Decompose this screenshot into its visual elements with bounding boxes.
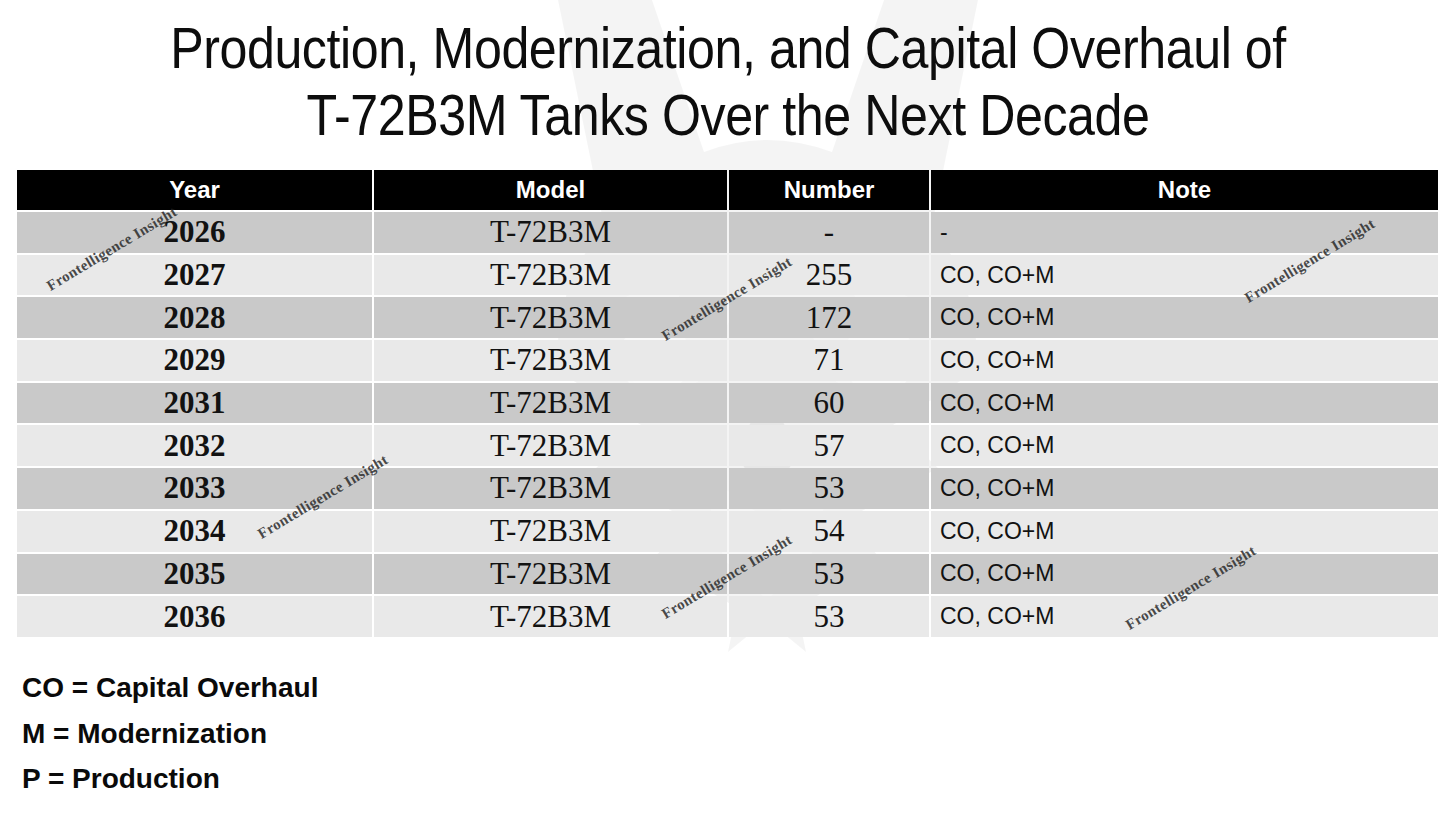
table-cell-note: CO, CO+M xyxy=(931,340,1438,381)
table-cell-number: 53 xyxy=(729,468,929,509)
table-cell-note: CO, CO+M xyxy=(931,468,1438,509)
table-cell-number: - xyxy=(729,212,929,253)
table-cell-year: 2035 xyxy=(17,554,372,595)
column-header-number: Number xyxy=(729,170,929,210)
legend-line-m: M = Modernization xyxy=(22,711,318,757)
table-cell-year: 2028 xyxy=(17,297,372,338)
table-cell-model: T-72B3M xyxy=(374,383,727,424)
table-cell-model: T-72B3M xyxy=(374,255,727,296)
table-cell-model: T-72B3M xyxy=(374,297,727,338)
page-title-line1: Production, Modernization, and Capital O… xyxy=(87,15,1368,82)
table-cell-year: 2027 xyxy=(17,255,372,296)
table-cell-note: CO, CO+M xyxy=(931,255,1438,296)
legend-line-p: P = Production xyxy=(22,756,318,802)
table-cell-note: - xyxy=(931,212,1438,253)
table-cell-number: 71 xyxy=(729,340,929,381)
infographic-page: { "title": { "line1": "Production, Moder… xyxy=(0,0,1456,821)
table-cell-year: 2034 xyxy=(17,511,372,552)
page-title-line2: T-72B3M Tanks Over the Next Decade xyxy=(87,82,1368,149)
table-cell-year: 2032 xyxy=(17,425,372,466)
legend-line-co: CO = Capital Overhaul xyxy=(22,665,318,711)
table-cell-year: 2031 xyxy=(17,383,372,424)
table-cell-model: T-72B3M xyxy=(374,468,727,509)
table-cell-note: CO, CO+M xyxy=(931,596,1438,637)
table-cell-note: CO, CO+M xyxy=(931,554,1438,595)
table-cell-year: 2033 xyxy=(17,468,372,509)
table-cell-model: T-72B3M xyxy=(374,596,727,637)
table-cell-number: 53 xyxy=(729,596,929,637)
table-cell-year: 2026 xyxy=(17,212,372,253)
table-cell-number: 60 xyxy=(729,383,929,424)
table-cell-year: 2029 xyxy=(17,340,372,381)
table-cell-model: T-72B3M xyxy=(374,340,727,381)
legend: CO = Capital Overhaul M = Modernization … xyxy=(22,665,318,802)
table-cell-number: 53 xyxy=(729,554,929,595)
table-cell-model: T-72B3M xyxy=(374,212,727,253)
table-cell-note: CO, CO+M xyxy=(931,297,1438,338)
table-cell-model: T-72B3M xyxy=(374,425,727,466)
table-cell-year: 2036 xyxy=(17,596,372,637)
table-cell-model: T-72B3M xyxy=(374,511,727,552)
column-header-model: Model xyxy=(374,170,727,210)
column-header-year: Year xyxy=(17,170,372,210)
table-cell-number: 54 xyxy=(729,511,929,552)
column-header-note: Note xyxy=(931,170,1438,210)
table-cell-note: CO, CO+M xyxy=(931,383,1438,424)
page-title: Production, Modernization, and Capital O… xyxy=(87,15,1368,149)
table-cell-note: CO, CO+M xyxy=(931,425,1438,466)
tank-table: Year Model Number Note 2026T-72B3M--2027… xyxy=(17,170,1438,637)
table-cell-number: 172 xyxy=(729,297,929,338)
table-cell-number: 255 xyxy=(729,255,929,296)
table-cell-number: 57 xyxy=(729,425,929,466)
table-cell-model: T-72B3M xyxy=(374,554,727,595)
table-cell-note: CO, CO+M xyxy=(931,511,1438,552)
